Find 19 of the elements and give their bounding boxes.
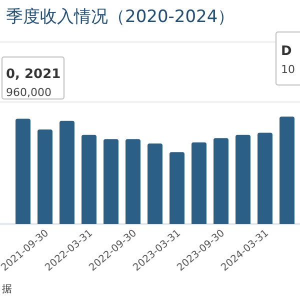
bar [16,118,30,224]
bar [258,132,272,224]
bar [60,120,74,224]
bar [38,130,52,224]
bar [236,134,250,224]
bar [126,139,140,224]
bar [82,134,96,224]
text: 据 [2,283,12,295]
text: 0, 2021 [6,67,61,82]
bar [214,138,228,224]
bar [148,143,162,224]
bar [170,152,184,224]
text: 10 [281,63,295,76]
chart-title: 季度收入情况（2020-2024） [6,7,235,27]
text: 960,000 [6,86,52,99]
bar [104,139,118,224]
bar [192,142,206,224]
text: D [281,44,292,59]
bar [280,116,294,224]
